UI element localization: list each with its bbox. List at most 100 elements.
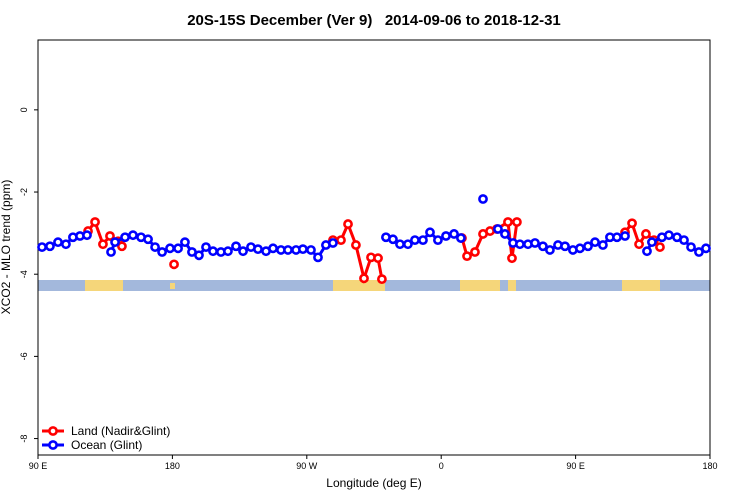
data-point — [545, 245, 555, 255]
plot-frame — [37, 39, 711, 456]
data-point — [45, 241, 55, 252]
data-point — [343, 219, 353, 229]
data-point — [627, 218, 637, 229]
data-point — [686, 242, 696, 252]
x-axis-label: Longitude (deg E) — [326, 476, 421, 490]
data-point — [433, 235, 443, 246]
land-mask-strip — [38, 280, 710, 291]
data-point — [208, 246, 218, 257]
data-point — [620, 231, 630, 241]
data-point — [157, 247, 167, 257]
data-point — [223, 246, 233, 257]
data-point — [53, 237, 63, 248]
data-point — [351, 240, 361, 250]
data-point — [173, 243, 183, 254]
x-tick-label: 0 — [439, 461, 444, 471]
data-point — [201, 242, 211, 252]
data-point — [231, 241, 241, 252]
data-point — [634, 239, 644, 250]
data-point — [298, 244, 308, 255]
data-point — [165, 243, 175, 254]
data-point — [583, 241, 593, 252]
legend-label: Land (Nadir&Glint) — [71, 424, 170, 438]
data-point — [128, 230, 138, 241]
data-point — [377, 274, 387, 285]
x-tick-label: 180 — [702, 461, 717, 471]
data-point — [402, 239, 413, 250]
land-mask — [622, 280, 660, 291]
data-point — [478, 194, 488, 204]
data-point — [456, 233, 466, 243]
series-line — [86, 218, 662, 284]
data-point — [117, 241, 127, 252]
data-point — [313, 252, 323, 263]
data-point — [110, 237, 120, 248]
y-axis-label: XCO2 - MLO trend (ppm) — [0, 180, 13, 315]
data-point — [120, 232, 130, 243]
data-point — [37, 242, 47, 252]
data-point — [105, 231, 115, 241]
data-point — [462, 251, 472, 262]
data-point — [268, 243, 278, 254]
data-point — [328, 238, 338, 248]
data-point — [143, 234, 153, 245]
data-point — [503, 217, 513, 227]
data-point — [647, 237, 657, 248]
land-mask — [170, 283, 175, 289]
data-point — [90, 217, 100, 227]
land-mask — [508, 280, 516, 291]
data-point — [470, 247, 480, 257]
data-point — [106, 247, 116, 257]
data-point — [664, 230, 674, 241]
data-point — [238, 246, 248, 257]
data-point — [655, 242, 665, 252]
x-tick-label: 90 E — [29, 461, 48, 471]
data-point — [694, 247, 704, 257]
data-point — [537, 241, 548, 252]
data-point — [169, 259, 179, 270]
data-point — [395, 239, 405, 250]
data-point — [418, 235, 428, 246]
y-tick-label: -2 — [19, 188, 29, 196]
data-point — [598, 240, 608, 250]
data-point — [194, 250, 204, 261]
data-point — [82, 230, 92, 241]
data-point — [507, 253, 517, 264]
data-point — [336, 235, 346, 246]
data-point — [373, 253, 383, 264]
data-point — [512, 217, 522, 227]
land-mask — [85, 280, 123, 291]
data-point — [514, 239, 525, 250]
data-point — [180, 237, 190, 248]
y-tick-label: -6 — [19, 352, 29, 360]
data-point — [98, 239, 108, 250]
data-point — [560, 241, 570, 252]
legend-marker — [48, 426, 58, 436]
data-point — [388, 234, 398, 245]
data-point — [283, 245, 293, 255]
data-point — [500, 229, 510, 239]
data-point — [253, 244, 263, 255]
legend-label: Ocean (Glint) — [71, 438, 142, 452]
data-point — [425, 227, 435, 238]
data-point — [306, 245, 316, 255]
data-point — [641, 229, 651, 239]
land-mask — [333, 280, 385, 291]
data-point — [679, 235, 689, 246]
chart-title: 20S-15S December (Ver 9) 2014-09-06 to 2… — [187, 12, 561, 29]
data-point — [530, 238, 540, 248]
data-point — [441, 231, 451, 241]
legend-marker — [48, 440, 58, 450]
x-tick-label: 180 — [165, 461, 180, 471]
y-tick-label: -8 — [19, 435, 29, 443]
data-point — [642, 246, 652, 257]
data-point — [150, 242, 160, 252]
data-point — [61, 239, 71, 250]
x-tick-label: 90 E — [566, 461, 585, 471]
data-point — [575, 243, 585, 254]
data-point — [449, 229, 459, 239]
data-point — [493, 224, 503, 234]
data-point — [410, 235, 420, 246]
y-tick-label: -4 — [19, 270, 29, 278]
